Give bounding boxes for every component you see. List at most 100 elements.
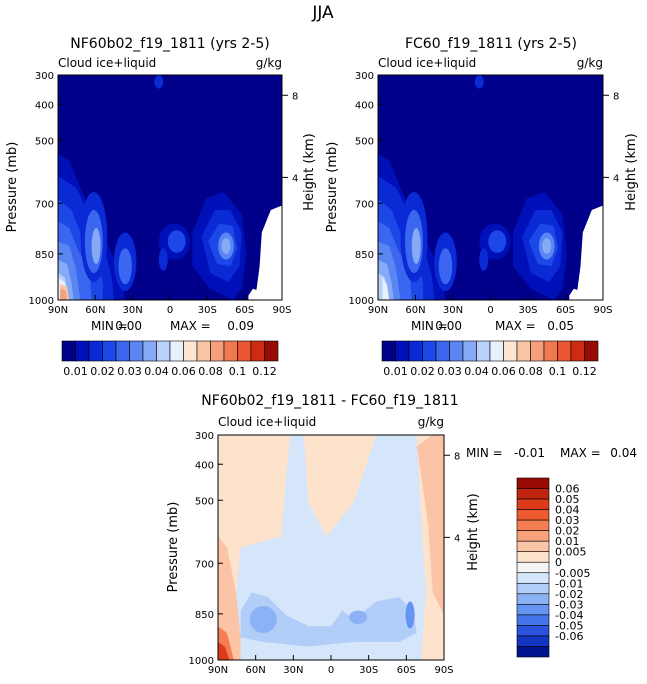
panel-1-max-label: MAX =: [170, 319, 211, 333]
colorbar-swatch: [516, 572, 550, 584]
panel-1-title: NF60b02_f19_1811 (yrs 2-5): [70, 36, 269, 52]
colorbar-label: 0.1: [229, 365, 247, 378]
colorbar-label: 0.06: [491, 365, 516, 378]
colorbar-label: 0.03: [117, 365, 142, 378]
contour-region: [167, 230, 186, 253]
y-tick-label: 700: [355, 199, 374, 210]
colorbar-swatch: [408, 340, 423, 362]
colorbar-swatch: [516, 477, 550, 489]
panel-2-colorbar: 0.01 0.02 0.03 0.04 0.06 0.08 0.1 0.12: [381, 340, 599, 378]
x-tick-label: 60S: [556, 305, 575, 316]
colorbar-label: -0.005: [555, 567, 590, 580]
x-tick-label: 60N: [85, 305, 105, 316]
y-tick-label: 1000: [349, 296, 374, 307]
contour-region: [416, 435, 444, 615]
panel-3-max-label: MAX =: [560, 446, 601, 460]
colorbar-swatch: [237, 340, 252, 362]
x-tick-label: 30S: [359, 665, 378, 676]
colorbar-swatch: [570, 340, 585, 362]
panel-2-x-ticks: 90N 60N 30N 0 30S 60S 90S: [368, 295, 613, 316]
contour-region: [411, 228, 421, 264]
contour-region: [569, 288, 581, 300]
colorbar-swatch: [516, 540, 550, 553]
colorbar-label: -0.02: [555, 588, 583, 601]
y-tick-label: 300: [355, 71, 374, 82]
x-tick-label: 90N: [368, 305, 388, 316]
panel-3-max-value: 0.04: [610, 446, 637, 460]
contour-region: [118, 248, 132, 285]
colorbar-swatch: [530, 340, 545, 362]
panel-2-field: [378, 75, 603, 300]
contour-region: [218, 642, 230, 660]
panel-3-field: [218, 435, 444, 660]
panel-1-variable-label: Cloud ice+liquid: [58, 56, 156, 70]
colorbar-swatch: [75, 340, 90, 362]
contour-region: [60, 288, 67, 300]
figure-title: JJA: [311, 3, 334, 23]
colorbar-swatch: [196, 340, 211, 362]
colorbar-label: 0.1: [549, 365, 567, 378]
panel-1: NF60b02_f19_1811 (yrs 2-5) Cloud ice+liq…: [5, 36, 317, 378]
panel-3-right-axis-label: Height (km): [466, 493, 481, 570]
colorbar-swatch: [516, 561, 550, 574]
colorbar-label: 0.06: [555, 483, 580, 496]
x-tick-label: 60N: [405, 305, 425, 316]
right-tick-label: 4: [292, 173, 298, 184]
colorbar-swatch: [435, 340, 450, 362]
colorbar-swatch: [516, 646, 550, 658]
panel-2-units-label: g/kg: [577, 56, 603, 70]
colorbar-label: 0.01: [555, 535, 580, 548]
contour-region: [349, 610, 368, 624]
colorbar-swatch: [395, 340, 410, 362]
panel-3-min-label: MIN =: [466, 446, 503, 460]
colorbar-label: 0: [555, 556, 562, 569]
x-tick-label: 60S: [235, 305, 254, 316]
x-tick-label: 30S: [198, 305, 217, 316]
panel-2-min-value: 0.00: [435, 319, 462, 333]
right-tick-label: 8: [292, 91, 298, 102]
colorbar-swatch: [516, 551, 550, 563]
panel-1-min-label: MIN =: [91, 319, 128, 333]
panel-2-max-value: 0.05: [547, 319, 574, 333]
colorbar-label: 0.005: [555, 546, 587, 559]
contour-region: [438, 248, 453, 285]
colorbar-swatch: [223, 340, 238, 362]
colorbar-swatch: [516, 340, 531, 362]
panel-3-y-ticks: 300 400 500 700 850 1000 8 4: [189, 431, 461, 667]
colorbar-label: 0.03: [555, 514, 580, 527]
right-tick-label: 4: [613, 173, 619, 184]
colorbar-label: 0.12: [252, 365, 277, 378]
colorbar-swatch: [516, 498, 550, 510]
colorbar-swatch: [449, 340, 464, 362]
contour-region: [576, 205, 603, 300]
panel-2-y-axis-label: Pressure (mb): [325, 142, 340, 233]
right-tick-label: 4: [454, 533, 460, 544]
contour-region: [221, 238, 231, 254]
colorbar-swatch: [462, 340, 477, 362]
contour-region: [91, 228, 101, 264]
x-tick-label: 60N: [246, 665, 266, 676]
contour-region: [594, 75, 603, 102]
y-tick-label: 850: [195, 610, 214, 621]
y-tick-label: 850: [355, 250, 374, 261]
colorbar-label: 0.01: [383, 365, 408, 378]
colorbar-label: 0.06: [171, 365, 196, 378]
colorbar-swatch: [557, 340, 572, 362]
contour-region: [474, 75, 484, 89]
right-tick-label: 8: [613, 91, 619, 102]
colorbar-swatch: [129, 340, 144, 362]
x-tick-label: 30N: [283, 665, 303, 676]
panel-3-units-label: g/kg: [418, 415, 444, 429]
y-tick-label: 850: [35, 250, 54, 261]
colorbar-swatch: [156, 340, 171, 362]
panel-3-min-value: -0.01: [514, 446, 545, 460]
panel-3-colorbar: 0.060.050.040.030.020.010.0050-0.005-0.0…: [516, 477, 590, 658]
panel-1-x-ticks: 90N 60N 30N 0 30S 60S 90S: [48, 295, 292, 316]
colorbar-label: 0.12: [572, 365, 597, 378]
colorbar-label: -0.06: [555, 630, 583, 643]
contour-region: [240, 592, 417, 647]
y-tick-label: 400: [355, 100, 374, 111]
colorbar-swatch: [142, 340, 157, 362]
panel-3-y-axis-label: Pressure (mb): [166, 502, 181, 593]
